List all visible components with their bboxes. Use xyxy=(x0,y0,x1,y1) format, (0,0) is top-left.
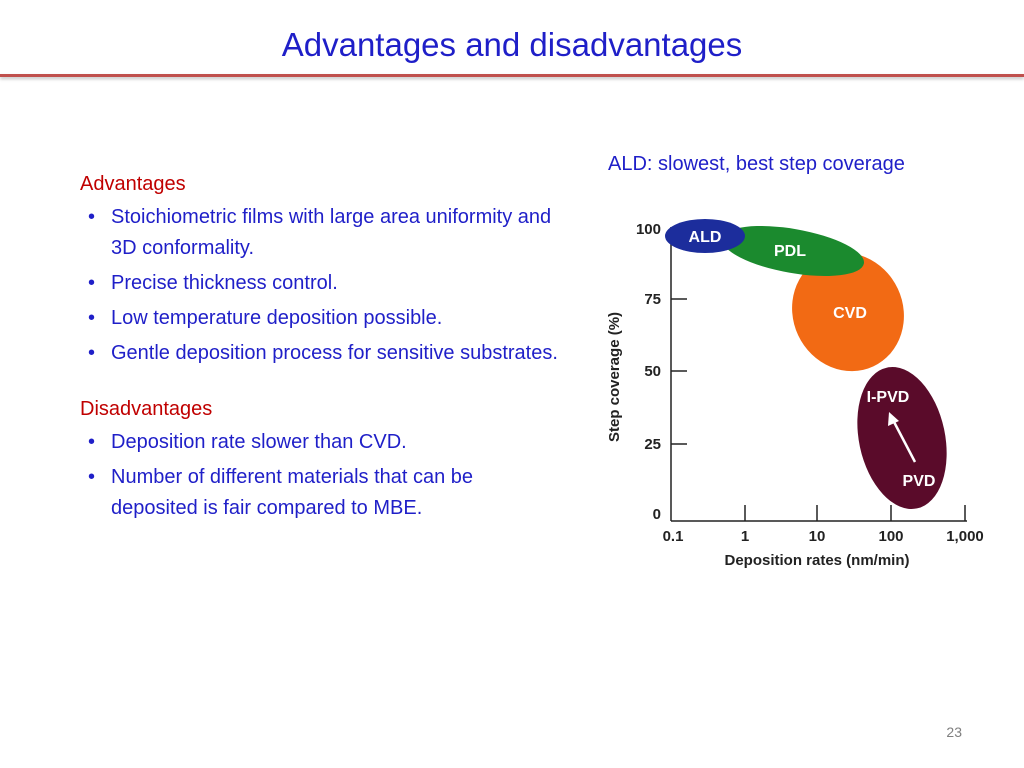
slide-title: Advantages and disadvantages xyxy=(281,26,743,63)
list-item: • Low temperature deposition possible. xyxy=(80,303,560,334)
arrow-head-icon xyxy=(888,412,899,426)
list-item: • Precise thickness control. xyxy=(80,268,560,299)
disadvantages-list: • Deposition rate slower than CVD. • Numbe… xyxy=(80,427,560,524)
content-column: Advantages • Stoichiometric films with la… xyxy=(80,170,560,528)
advantages-heading: Advantages xyxy=(80,173,186,195)
bullet-icon: • xyxy=(88,206,96,228)
region-label-ipvd: I-PVD xyxy=(867,389,910,406)
region-ald xyxy=(665,219,745,253)
region-label-pvd: PVD xyxy=(903,473,936,490)
slide-number: 23 xyxy=(946,724,962,740)
x-tick-label: 0.1 xyxy=(663,528,684,545)
x-tick-label: 100 xyxy=(878,528,903,545)
step-coverage-figure: 100 75 50 25 0 0.1 1 10 100 1,000 Deposi… xyxy=(606,219,984,569)
arrow-icon xyxy=(891,419,917,463)
x-tick-label: 1 xyxy=(741,528,749,545)
bullet-icon: • xyxy=(88,272,96,294)
bullet-icon: • xyxy=(88,307,96,329)
y-tick-label: 0 xyxy=(653,506,661,523)
y-tick-label: 25 xyxy=(644,436,661,453)
y-tick-label: 50 xyxy=(644,363,661,380)
region-label-pdl: PDL xyxy=(774,243,806,260)
bullet-icon: • xyxy=(88,342,96,364)
list-item: • Stoichiometric films with large area un… xyxy=(80,202,560,264)
x-tick-label: 10 xyxy=(809,528,826,545)
x-tick-label: 1,000 xyxy=(946,528,984,545)
figure-caption: ALD: slowest, best step coverage xyxy=(608,153,905,175)
region-pdl xyxy=(721,225,865,277)
region-label-cvd: CVD xyxy=(833,305,867,322)
disadvantages-heading: Disadvantages xyxy=(80,398,213,420)
y-tick-label: 75 xyxy=(644,291,661,308)
list-item: • Deposition rate slower than CVD. xyxy=(80,427,560,458)
x-axis-label: Deposition rates (nm/min) xyxy=(724,552,909,569)
title-underline xyxy=(0,74,1024,77)
bullet-icon: • xyxy=(88,466,96,488)
advantages-list: • Stoichiometric films with large area un… xyxy=(80,202,560,369)
y-tick-label: 100 xyxy=(636,221,661,238)
region-cvd xyxy=(792,252,904,372)
list-item: • Number of different materials that can … xyxy=(80,462,560,524)
y-axis-label: Step coverage (%) xyxy=(606,312,623,442)
bullet-icon: • xyxy=(88,431,96,453)
region-label-ald: ALD xyxy=(689,229,722,246)
list-item: • Gentle deposition process for sensitive… xyxy=(80,338,560,369)
